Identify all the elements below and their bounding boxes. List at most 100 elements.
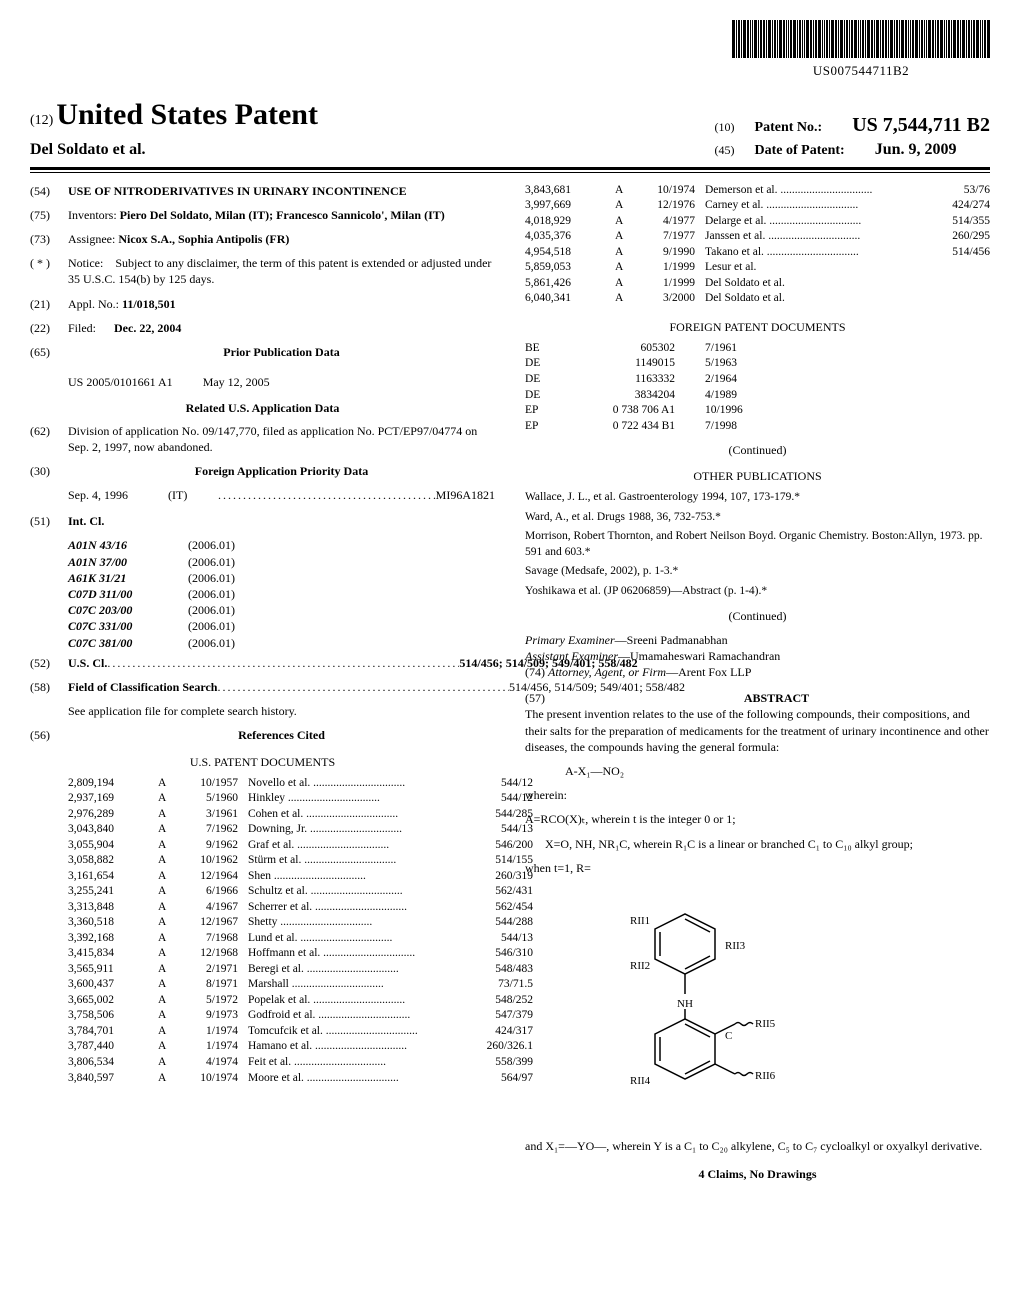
ref-type: A xyxy=(158,791,178,807)
foreign-cc: DE xyxy=(525,388,565,404)
ref-class: 544/12 xyxy=(463,791,533,807)
wherein-label: wherein: xyxy=(525,787,990,803)
ref-num: 4,018,929 xyxy=(525,214,615,230)
header-right: (10) Patent No.: US 7,544,711 B2 (45) Da… xyxy=(715,112,990,161)
division-code: (62) xyxy=(30,423,68,455)
assignee-body: Assignee: Nicox S.A., Sophia Antipolis (… xyxy=(68,231,495,247)
abstract-code: (57) xyxy=(525,690,563,706)
ref-class: 546/200 xyxy=(463,838,533,854)
ref-type: A xyxy=(158,962,178,978)
ref-num: 3,161,654 xyxy=(68,869,158,885)
ref-author: Lesur et al. xyxy=(705,260,920,276)
claims-line: 4 Claims, No Drawings xyxy=(525,1166,990,1182)
asst-examiner-value: Umamaheswari Ramachandran xyxy=(630,649,780,663)
patent-ref-row: 3,997,669A12/1976Carney et al. .........… xyxy=(525,198,990,214)
ref-class: 514/456 xyxy=(920,245,990,261)
ref-date: 10/1957 xyxy=(178,776,248,792)
ref-heading: References Cited xyxy=(68,727,495,743)
ref-class: 564/97 xyxy=(463,1071,533,1087)
appl-body: Appl. No.: 11/018,501 xyxy=(68,296,495,312)
filed-code: (22) xyxy=(30,320,68,336)
ref-type: A xyxy=(615,260,635,276)
foreign-cc: BE xyxy=(525,341,565,357)
ref-date: 12/1968 xyxy=(178,946,248,962)
abstract-header: (57) ABSTRACT xyxy=(525,690,990,706)
ref-class: 562/454 xyxy=(463,900,533,916)
intcl-code-val: C07C 203/00 xyxy=(68,602,188,618)
ref-class: 546/310 xyxy=(463,946,533,962)
ref-author: Shetty ................................ xyxy=(248,915,463,931)
abs-line4: and X₁=—YO—, wherein Y is a C₁ to C₂₀ al… xyxy=(525,1138,990,1154)
ref-num: 3,787,440 xyxy=(68,1039,158,1055)
foreign-date: 2/1964 xyxy=(705,372,785,388)
ref-num: 3,043,840 xyxy=(68,822,158,838)
assignee-code: (73) xyxy=(30,231,68,247)
prior-pub-code: (65) xyxy=(30,344,68,366)
attorney-label: Attorney, Agent, or Firm xyxy=(548,665,666,679)
ref-type: A xyxy=(615,198,635,214)
patent-ref-row: 4,954,518A9/1990Takano et al. ..........… xyxy=(525,245,990,261)
ref-num: 3,600,437 xyxy=(68,977,158,993)
ref-class: 544/288 xyxy=(463,915,533,931)
other-pub-entry: Yoshikawa et al. (JP 06206859)—Abstract … xyxy=(525,584,990,600)
ref-class: 558/399 xyxy=(463,1055,533,1071)
ref-class: 424/274 xyxy=(920,198,990,214)
abstract-p1: The present invention relates to the use… xyxy=(525,706,990,755)
foreign-date: 7/1961 xyxy=(705,341,785,357)
ref-class: 260/319 xyxy=(463,869,533,885)
ref-code: (56) xyxy=(30,727,68,743)
intcl-code-val: C07C 331/00 xyxy=(68,618,188,634)
ref-type: A xyxy=(615,214,635,230)
appl-label: Appl. No.: xyxy=(68,297,119,311)
patent-ref-row: 3,255,241A6/1966Schultz et al. .........… xyxy=(68,884,533,900)
ref-author: Hoffmann et al. ........................… xyxy=(248,946,463,962)
patent-number-row: (10) Patent No.: US 7,544,711 B2 xyxy=(715,112,990,139)
prior-pub-data: US 2005/0101661 A1 May 12, 2005 xyxy=(68,374,495,390)
foreign-cc: DE xyxy=(525,372,565,388)
dotfill xyxy=(107,655,459,671)
prior-pub-body: Prior Publication Data xyxy=(68,344,495,366)
related-heading: Related U.S. Application Data xyxy=(30,400,495,416)
other-pub-entry: Morrison, Robert Thornton, and Robert Ne… xyxy=(525,529,990,560)
other-pubs: Wallace, J. L., et al. Gastroenterology … xyxy=(525,490,990,599)
ref-num: 5,859,053 xyxy=(525,260,615,276)
ref-num: 3,055,904 xyxy=(68,838,158,854)
ref-type: A xyxy=(615,276,635,292)
foreign-ref-row: EP0 722 434 B17/1998 xyxy=(525,419,990,435)
ref-num: 3,360,518 xyxy=(68,915,158,931)
patent-ref-row: 3,840,597A10/1974Moore et al. ..........… xyxy=(68,1071,533,1087)
ref-type: A xyxy=(158,931,178,947)
ref-type: A xyxy=(158,993,178,1009)
patent-ref-row: 3,758,506A9/1973Godfroid et al. ........… xyxy=(68,1008,533,1024)
ref-class: 544/285 xyxy=(463,807,533,823)
ref-type: A xyxy=(158,776,178,792)
ref-author: Demerson et al. ........................… xyxy=(705,183,920,199)
ref-type: A xyxy=(158,1008,178,1024)
ref-author: Scherrer et al. ........................… xyxy=(248,900,463,916)
ref-type: A xyxy=(615,291,635,307)
other-pub-entry: Ward, A., et al. Drugs 1988, 36, 732-753… xyxy=(525,510,990,526)
ref-author: Moore et al. ...........................… xyxy=(248,1071,463,1087)
ref-num: 3,840,597 xyxy=(68,1071,158,1087)
intcl-year: (2006.01) xyxy=(188,635,235,651)
prior-pub-heading: Prior Publication Data xyxy=(68,344,495,360)
patent-ref-row: 3,161,654A12/1964Shen ..................… xyxy=(68,869,533,885)
ref-class: 514/355 xyxy=(920,214,990,230)
ref-class: 53/76 xyxy=(920,183,990,199)
barcode-header: US007544711B2 xyxy=(30,20,990,80)
prior-pub-num: US 2005/0101661 A1 xyxy=(68,374,173,390)
foreign-num: 605302 xyxy=(565,341,705,357)
ref-date: 6/1966 xyxy=(178,884,248,900)
intcl-year: (2006.01) xyxy=(188,554,235,570)
prior-pub-row: (65) Prior Publication Data xyxy=(30,344,495,366)
intcl-code-val: A01N 37/00 xyxy=(68,554,188,570)
patent-ref-row: 3,415,834A12/1968Hoffmann et al. .......… xyxy=(68,946,533,962)
date-prefix: (45) xyxy=(715,142,745,158)
assignee-label: Assignee: xyxy=(68,232,115,246)
ref-author: Downing, Jr. ...........................… xyxy=(248,822,463,838)
foreign-cc: DE xyxy=(525,356,565,372)
inventors-row: (75) Inventors: Piero Del Soldato, Milan… xyxy=(30,207,495,223)
us-patents-heading: U.S. PATENT DOCUMENTS xyxy=(30,754,495,770)
ref-date: 12/1964 xyxy=(178,869,248,885)
patent-ref-row: 4,018,929A4/1977Delarge et al. .........… xyxy=(525,214,990,230)
